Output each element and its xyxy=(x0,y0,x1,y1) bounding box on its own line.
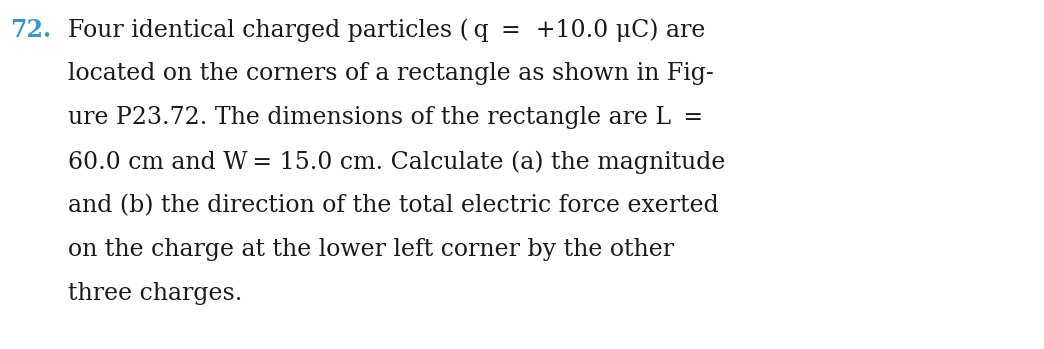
Text: located on the corners of a rectangle as shown in Fig-: located on the corners of a rectangle as… xyxy=(68,62,714,85)
Text: 60.0 cm and W = 15.0 cm. Calculate (a) the magnitude: 60.0 cm and W = 15.0 cm. Calculate (a) t… xyxy=(68,150,726,173)
Text: and (b) the direction of the total electric force exerted: and (b) the direction of the total elect… xyxy=(68,194,718,217)
Text: three charges.: three charges. xyxy=(68,282,242,305)
Text: ure P23.72. The dimensions of the rectangle are L  =: ure P23.72. The dimensions of the rectan… xyxy=(68,106,703,129)
Text: on the charge at the lower left corner by the other: on the charge at the lower left corner b… xyxy=(68,238,674,261)
Text: 72.: 72. xyxy=(10,18,51,42)
Text: Four identical charged particles ( q  =  +10.0 μC) are: Four identical charged particles ( q = +… xyxy=(68,18,706,42)
